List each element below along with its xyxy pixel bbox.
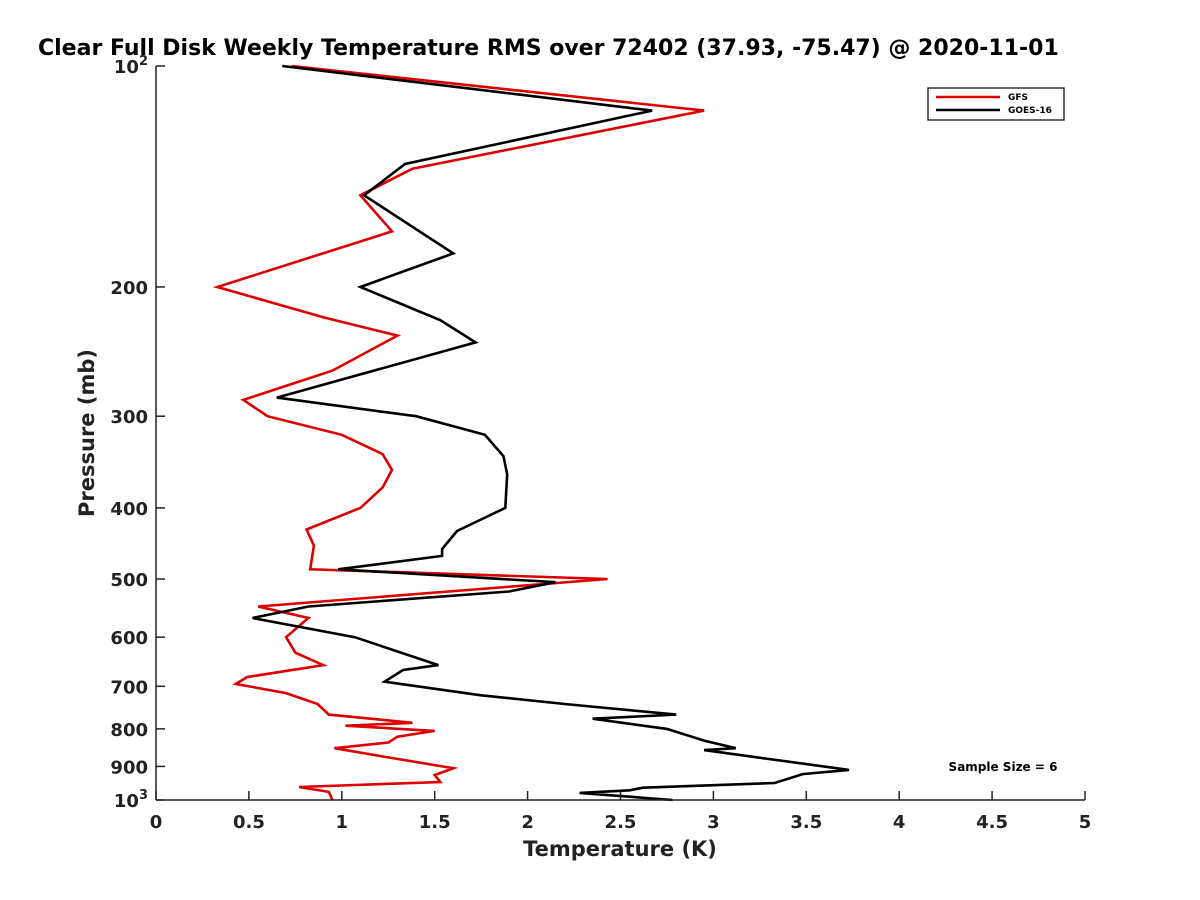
y-tick-label: 800 — [110, 720, 148, 741]
legend-label-goes-16: GOES-16 — [1008, 106, 1052, 116]
y-tick-label: 200 — [110, 278, 148, 299]
y-tick-label: 103 — [114, 788, 148, 812]
y-tick-label: 500 — [110, 570, 148, 591]
y-tick-label: 900 — [110, 757, 148, 778]
x-tick-label: 3.5 — [790, 812, 822, 833]
x-tick-label: 0.5 — [233, 812, 265, 833]
x-tick-label: 2 — [521, 812, 534, 833]
x-tick-label: 3 — [707, 812, 720, 833]
y-tick-label: 300 — [110, 407, 148, 428]
y-axis-label: Pressure (mb) — [75, 349, 99, 517]
series-line-goes-16 — [252, 64, 850, 802]
x-tick-label: 4.5 — [976, 812, 1008, 833]
x-tick-label: 1 — [336, 812, 349, 833]
chart-title: Clear Full Disk Weekly Temperature RMS o… — [38, 36, 1059, 61]
tick-marks: 0 0.5 1 1.5 2 2.5 3 3.5 4 4.5 5 102 200 300 400 500 600 7… — [110, 54, 1091, 833]
y-tick-label: 600 — [110, 628, 148, 649]
y-tick-label: 400 — [110, 499, 148, 520]
x-tick-label: 4 — [893, 812, 906, 833]
x-tick-label: 1.5 — [419, 812, 451, 833]
plot-area — [212, 64, 850, 802]
x-tick-label: 5 — [1079, 812, 1092, 833]
x-tick-label: 2.5 — [605, 812, 637, 833]
y-tick-label: 700 — [110, 677, 148, 698]
legend-box — [927, 87, 1065, 121]
x-axis-label: Temperature (K) — [523, 837, 717, 861]
legend-label-gfs: GFS — [1008, 93, 1028, 103]
axes — [155, 66, 1085, 801]
legend: GFS GOES-16 — [927, 87, 1065, 121]
series-line-gfs — [212, 64, 705, 801]
sample-size-annotation: Sample Size = 6 — [949, 760, 1058, 774]
x-tick-label: 0 — [150, 812, 163, 833]
y-tick-label: 102 — [114, 54, 148, 78]
